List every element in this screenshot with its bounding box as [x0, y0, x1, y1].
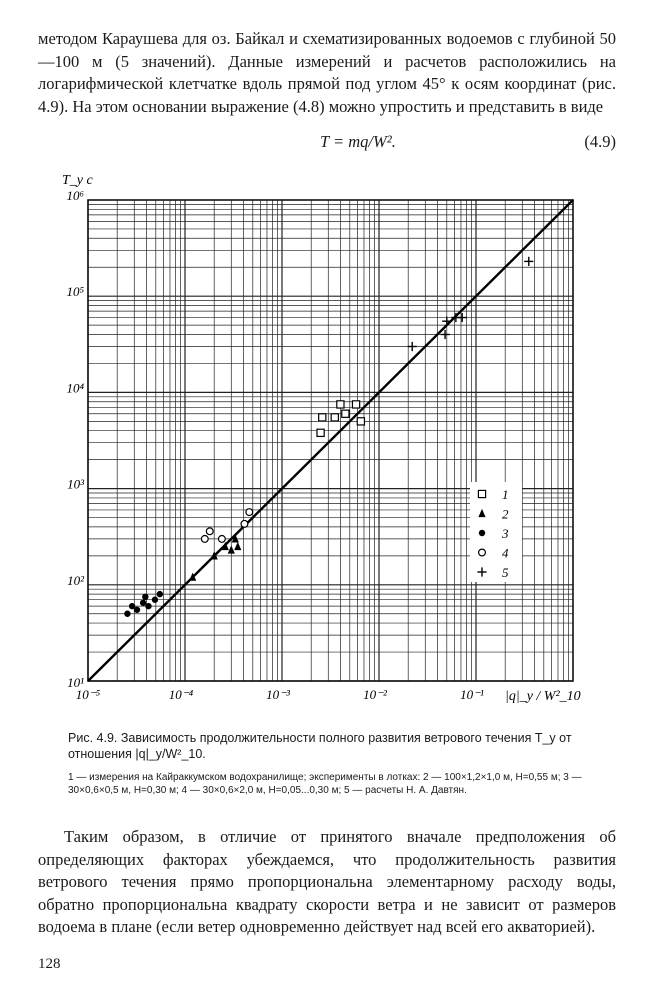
- data-point-triangle: [189, 572, 197, 581]
- data-point-dot: [156, 590, 164, 598]
- data-point-plus: [524, 256, 534, 267]
- data-point-circle: [205, 527, 214, 536]
- x-tick-label: 10⁻⁵: [76, 687, 101, 702]
- data-point-plus: [440, 329, 450, 340]
- data-point-dot: [128, 602, 136, 610]
- equation-formula: T = mq/W².: [320, 132, 396, 151]
- equation-number: (4.9): [584, 132, 616, 151]
- chart-legend: 1 2 3 4 5: [470, 482, 522, 582]
- legend-label: 5: [502, 565, 509, 580]
- loglog-chart: 10⁻⁵ 10⁻⁴ 10⁻³ 10⁻² 10⁻¹ 10¹ 10² 10³ 10⁴ 10⁵ 10⁶ 1…: [62, 173, 581, 704]
- figure-caption: Рис. 4.9. Зависимость продолжительности …: [68, 731, 572, 761]
- chart-frame: [87, 199, 574, 682]
- x-tick-label: 10⁻³: [266, 687, 291, 702]
- x-tick-label: 10⁻⁴: [169, 687, 194, 702]
- chart-markers: [124, 256, 534, 617]
- conclusion-paragraph: Таким образом, в отличие от принятого вн…: [38, 827, 616, 936]
- data-point-square: [330, 413, 339, 422]
- data-point-dot: [151, 596, 159, 603]
- y-tick-label: 10¹: [67, 675, 84, 690]
- data-point-dot: [139, 599, 147, 606]
- legend-label: 2: [502, 507, 509, 522]
- y-tick-label: 10⁶: [66, 188, 84, 203]
- y-tick-label: 10⁵: [66, 284, 84, 299]
- data-point-dot: [478, 529, 486, 537]
- legend-label: 1: [502, 487, 509, 502]
- data-point-square: [316, 428, 325, 438]
- intro-text: методом Караушева для оз. Байкал и схема…: [38, 29, 616, 116]
- page-number: 128: [38, 956, 61, 972]
- x-tick-label: 10⁻²: [363, 687, 388, 702]
- data-point-square: [336, 400, 345, 409]
- data-point-square: [477, 489, 487, 499]
- data-point-circle: [217, 534, 226, 543]
- data-point-dot: [142, 593, 149, 601]
- equation-line: T = mq/W². (4.9): [38, 132, 616, 154]
- y-axis-title: T_y c: [62, 173, 94, 188]
- legend-label: 3: [501, 526, 509, 541]
- data-point-triangle: [221, 541, 229, 551]
- chart-grid: [87, 200, 573, 682]
- data-point-circle: [240, 519, 249, 528]
- x-axis-title: |q|_y / W²_10: [505, 689, 581, 704]
- plot-frame: [87, 199, 574, 682]
- data-point-square: [351, 400, 361, 409]
- data-point-triangle: [231, 534, 239, 543]
- data-point-square: [356, 417, 366, 426]
- data-point-plus: [442, 316, 452, 326]
- chart-tick-labels: 10⁻⁵ 10⁻⁴ 10⁻³ 10⁻² 10⁻¹ 10¹ 10² 10³ 10⁴ 10⁵ 10⁶: [66, 188, 484, 702]
- data-point-triangle: [234, 541, 242, 551]
- y-tick-label: 10³: [67, 477, 85, 492]
- figure-legend-note: 1 — измерения на Кайраккумском водохрани…: [68, 772, 582, 796]
- data-point-dot: [124, 610, 131, 617]
- data-point-square: [341, 409, 350, 418]
- data-point-dot: [133, 606, 141, 613]
- legend-label: 4: [502, 546, 509, 561]
- data-point-plus: [477, 567, 487, 577]
- data-point-plus: [457, 312, 467, 323]
- intro-paragraph: методом Караушева для оз. Байкал и схема…: [38, 28, 616, 118]
- data-point-circle: [478, 548, 487, 557]
- data-point-triangle: [478, 508, 486, 518]
- data-point-circle: [200, 534, 209, 543]
- data-point-triangle: [227, 545, 235, 554]
- y-tick-label: 10⁴: [66, 380, 84, 395]
- data-point-triangle: [210, 551, 218, 560]
- data-point-plus: [407, 341, 417, 352]
- chart-trend-line: [87, 199, 574, 682]
- regression-line: [87, 199, 574, 682]
- data-point-circle: [245, 508, 254, 517]
- legend-box: [470, 482, 522, 582]
- data-point-dot: [145, 602, 152, 610]
- x-tick-label: 10⁻¹: [460, 687, 484, 702]
- y-tick-label: 10²: [67, 573, 85, 588]
- data-point-square: [318, 413, 327, 422]
